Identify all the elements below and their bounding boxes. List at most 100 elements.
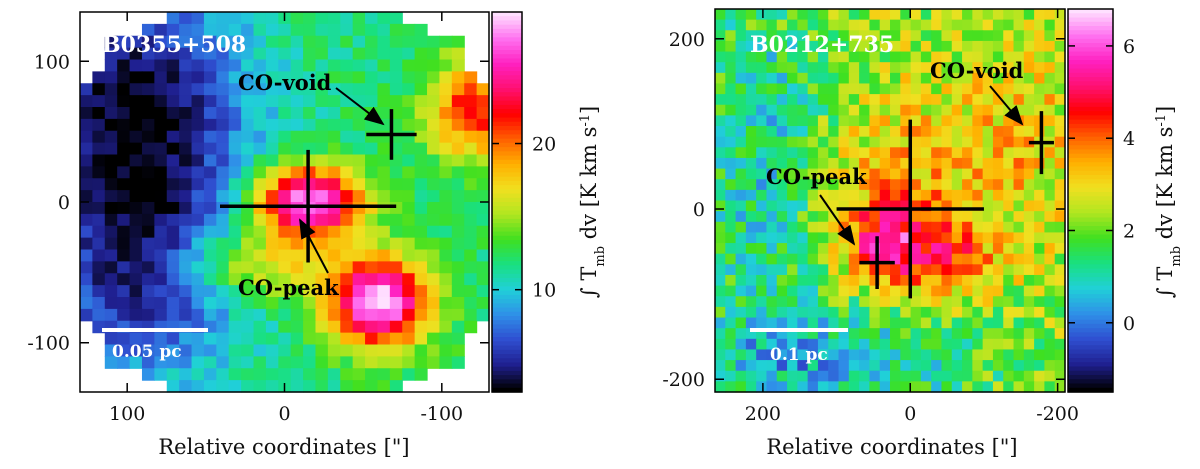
heatmap-cell <box>427 202 441 215</box>
heatmap-cell <box>817 104 829 116</box>
heatmap-cell <box>80 285 93 298</box>
heatmap-cell <box>1003 349 1015 361</box>
heatmap-cell <box>241 368 255 381</box>
heatmap-cell <box>104 130 118 144</box>
colorbar-segment <box>492 261 522 266</box>
heatmap-cell <box>228 332 242 346</box>
heatmap-cell <box>377 142 391 156</box>
heatmap-cell <box>290 285 304 298</box>
co-peak-arrow <box>819 194 856 246</box>
heatmap-cell <box>241 59 255 72</box>
heatmap-cell <box>203 297 217 310</box>
heatmap-cell <box>1034 381 1046 393</box>
heatmap-cell <box>797 104 809 116</box>
heatmap-cell <box>1003 147 1015 159</box>
heatmap-cell <box>766 115 778 127</box>
heatmap-cell <box>203 12 217 25</box>
heatmap-cell <box>117 285 131 298</box>
heatmap-cell <box>92 71 106 84</box>
heatmap-cell <box>315 130 329 144</box>
heatmap-cell <box>920 211 932 223</box>
heatmap-cell <box>910 94 922 106</box>
heatmap-cell <box>869 274 881 287</box>
co-void-label: CO-void <box>930 58 1024 83</box>
colorbar-segment <box>1068 38 1113 44</box>
heatmap-cell <box>890 9 901 21</box>
heatmap-cell <box>216 71 230 84</box>
heatmap-cell <box>402 297 416 310</box>
heatmap-cell <box>414 308 428 322</box>
heatmap-cell <box>377 368 391 381</box>
heatmap-cell <box>900 136 912 148</box>
heatmap-cell <box>1034 51 1046 63</box>
heatmap-cell <box>327 83 341 96</box>
heatmap-cell <box>879 168 891 180</box>
heatmap-cell <box>972 83 984 95</box>
heatmap-cell <box>402 178 416 191</box>
heatmap-cell <box>80 202 93 215</box>
heatmap-cell <box>992 104 1004 116</box>
heatmap-cell <box>797 274 809 287</box>
heatmap-cell <box>972 136 984 148</box>
heatmap-cell <box>278 95 292 108</box>
heatmap-cell <box>402 356 416 369</box>
heatmap-cell <box>715 147 726 159</box>
heatmap-cell <box>931 94 943 106</box>
heatmap-cell <box>265 344 279 357</box>
heatmap-cell <box>1013 40 1025 53</box>
heatmap-cell <box>735 72 747 85</box>
heatmap-cell <box>154 213 168 227</box>
heatmap-cell <box>900 360 912 372</box>
heatmap-cell <box>303 118 317 132</box>
heatmap-cell <box>166 285 180 298</box>
heatmap-cell <box>962 243 973 255</box>
heatmap-cell <box>1023 9 1035 21</box>
heatmap-cell <box>941 136 953 148</box>
heatmap-cell <box>439 95 453 108</box>
heatmap-cell <box>869 306 881 319</box>
heatmap-cell <box>900 168 912 180</box>
heatmap-cell <box>377 59 391 72</box>
colorbar-segment <box>492 294 522 300</box>
heatmap-cell <box>141 166 155 179</box>
heatmap-cell <box>451 261 465 274</box>
heatmap-cell <box>807 94 819 106</box>
heatmap-cell <box>265 166 279 179</box>
heatmap-cell <box>1044 349 1056 361</box>
heatmap-cell <box>327 59 341 72</box>
heatmap-cell <box>402 142 416 156</box>
heatmap-cell <box>1054 317 1066 329</box>
heatmap-cell <box>315 344 329 357</box>
heatmap-cell <box>807 40 819 53</box>
heatmap-cell <box>464 213 478 227</box>
heatmap-cell <box>340 297 354 310</box>
heatmap-cell <box>402 273 416 286</box>
heatmap-cell <box>377 130 391 144</box>
heatmap-cell <box>265 261 279 274</box>
heatmap-cell <box>951 317 963 329</box>
heatmap-cell <box>982 83 994 95</box>
heatmap-cell <box>920 200 932 212</box>
colorbar-segment <box>1068 106 1113 112</box>
heatmap-cell <box>941 253 953 265</box>
heatmap-cell <box>476 273 490 286</box>
heatmap-cell <box>848 296 860 308</box>
heatmap-cell <box>191 47 205 61</box>
heatmap-cell <box>725 328 737 340</box>
heatmap-cell <box>104 225 118 239</box>
heatmap-cell <box>278 118 292 132</box>
colorbar-segment <box>492 379 522 385</box>
heatmap-cell <box>191 118 205 132</box>
heatmap-cell <box>80 178 93 191</box>
colorbar-segment <box>492 172 522 178</box>
heatmap-cell <box>265 178 279 191</box>
heatmap-cell <box>982 157 994 170</box>
heatmap-cell <box>228 344 242 357</box>
heatmap-cell <box>951 370 963 382</box>
heatmap-cell <box>838 360 850 372</box>
heatmap-cell <box>327 297 341 310</box>
heatmap-cell <box>920 317 932 329</box>
heatmap-cell <box>941 317 953 329</box>
heatmap-cell <box>228 118 242 132</box>
heatmap-cell <box>439 237 453 251</box>
